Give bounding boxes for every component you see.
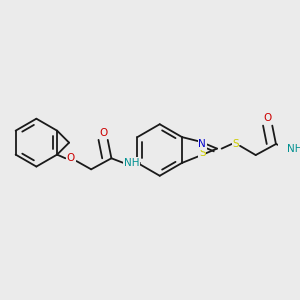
Text: NH: NH (124, 158, 140, 168)
Text: O: O (67, 153, 75, 163)
Text: O: O (263, 113, 272, 123)
Text: N: N (198, 140, 206, 149)
Text: S: S (199, 148, 206, 158)
Text: NH: NH (286, 144, 300, 154)
Text: S: S (232, 139, 239, 149)
Text: O: O (99, 128, 107, 137)
